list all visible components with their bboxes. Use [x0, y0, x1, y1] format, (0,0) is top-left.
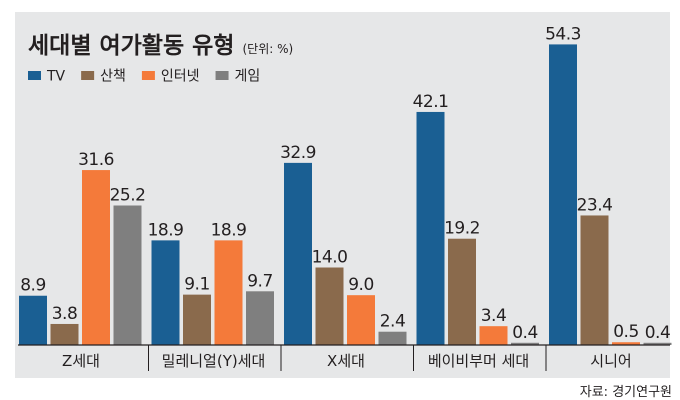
- bar-게임-0: [113, 205, 142, 345]
- source-note: 자료: 경기연구원: [580, 385, 672, 400]
- bar-tv-3: [416, 111, 445, 345]
- bar-게임-3: [511, 342, 539, 345]
- legend-label-인터넷: 인터넷: [161, 69, 200, 85]
- bar-게임-4: [643, 342, 672, 345]
- legend-swatch-산책: [81, 71, 95, 80]
- value-label-tv-1: 18.9: [148, 220, 184, 240]
- bar-인터넷-2: [347, 295, 375, 345]
- value-label-인터넷-3: 3.4: [481, 306, 507, 326]
- value-label-tv-4: 54.3: [545, 24, 581, 44]
- value-label-tv-3: 42.1: [413, 92, 449, 112]
- value-label-게임-4: 0.4: [645, 323, 671, 343]
- bar-인터넷-3: [479, 326, 508, 345]
- category-label-3: 베이비부머 세대: [428, 352, 529, 370]
- value-label-게임-2: 2.4: [380, 312, 406, 332]
- value-label-게임-0: 25.2: [110, 186, 146, 206]
- legend: TV 산책 인터넷 게임: [28, 69, 260, 85]
- value-label-게임-1: 9.7: [247, 271, 273, 291]
- bar-산책-2: [315, 267, 344, 345]
- category-label-4: 시니어: [590, 352, 631, 370]
- chart-title: 세대별 여가활동 유형: [28, 33, 234, 59]
- value-label-tv-0: 8.9: [20, 276, 46, 296]
- bar-산책-0: [50, 323, 79, 345]
- unit-note: (단위: %): [242, 42, 293, 56]
- value-label-인터넷-2: 9.0: [348, 275, 374, 295]
- value-label-산책-0: 3.8: [52, 304, 78, 324]
- bar-tv-4: [549, 44, 577, 346]
- legend-swatch-tv: [28, 71, 41, 80]
- value-label-산책-3: 19.2: [444, 219, 480, 239]
- bar-게임-2: [378, 331, 407, 345]
- category-label-1: 밀레니얼(Y)세대: [162, 352, 266, 370]
- bar-tv-0: [19, 295, 47, 345]
- legend-label-tv: TV: [46, 69, 66, 85]
- x-axis: Z세대 밀레니얼(Y)세대 X세대 베이비부머 세대 시니어: [18, 344, 670, 371]
- value-label-인터넷-1: 18.9: [211, 220, 247, 240]
- bars-group: [19, 44, 672, 346]
- legend-swatch-게임: [215, 71, 229, 80]
- bar-인터넷-0: [82, 170, 110, 345]
- value-label-인터넷-0: 31.6: [78, 150, 114, 170]
- legend-swatch-인터넷: [141, 71, 155, 80]
- value-label-산책-4: 23.4: [577, 195, 613, 215]
- value-label-tv-2: 32.9: [280, 143, 316, 163]
- bar-산책-1: [183, 294, 211, 345]
- bar-게임-1: [246, 291, 274, 345]
- category-label-0: Z세대: [62, 352, 100, 370]
- bar-인터넷-4: [612, 342, 640, 345]
- bar-인터넷-1: [214, 240, 243, 345]
- bar-tv-1: [151, 240, 180, 345]
- value-label-산책-2: 14.0: [312, 248, 348, 268]
- legend-label-게임: 게임: [235, 69, 261, 85]
- category-label-2: X세대: [327, 352, 365, 370]
- value-label-게임-3: 0.4: [512, 323, 538, 343]
- legend-label-산책: 산책: [100, 69, 126, 85]
- value-labels-group: 8.93.831.625.218.99.118.99.732.914.09.02…: [20, 24, 671, 343]
- bar-산책-4: [580, 215, 609, 345]
- bar-tv-2: [284, 162, 312, 345]
- bar-산책-3: [448, 238, 476, 345]
- value-label-산책-1: 9.1: [184, 275, 210, 295]
- value-label-인터넷-4: 0.5: [613, 322, 639, 342]
